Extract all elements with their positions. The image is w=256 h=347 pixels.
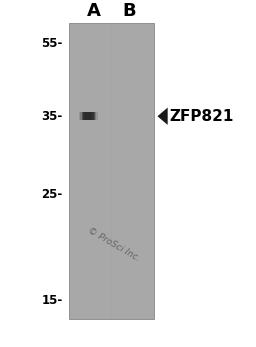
Bar [80, 112, 97, 120]
Text: 55-: 55- [41, 37, 63, 50]
Text: ZFP821: ZFP821 [169, 109, 233, 124]
Text: A: A [87, 2, 100, 20]
Text: B: B [122, 2, 136, 20]
Text: 25-: 25- [41, 188, 63, 201]
Bar [79, 112, 98, 120]
Bar [69, 23, 154, 319]
Bar [84, 112, 92, 120]
Bar [83, 112, 94, 120]
Text: © ProSci Inc.: © ProSci Inc. [86, 226, 142, 263]
Text: 15-: 15- [41, 294, 63, 307]
Polygon shape [157, 108, 168, 125]
Text: 35-: 35- [41, 110, 63, 123]
Bar [82, 112, 95, 120]
